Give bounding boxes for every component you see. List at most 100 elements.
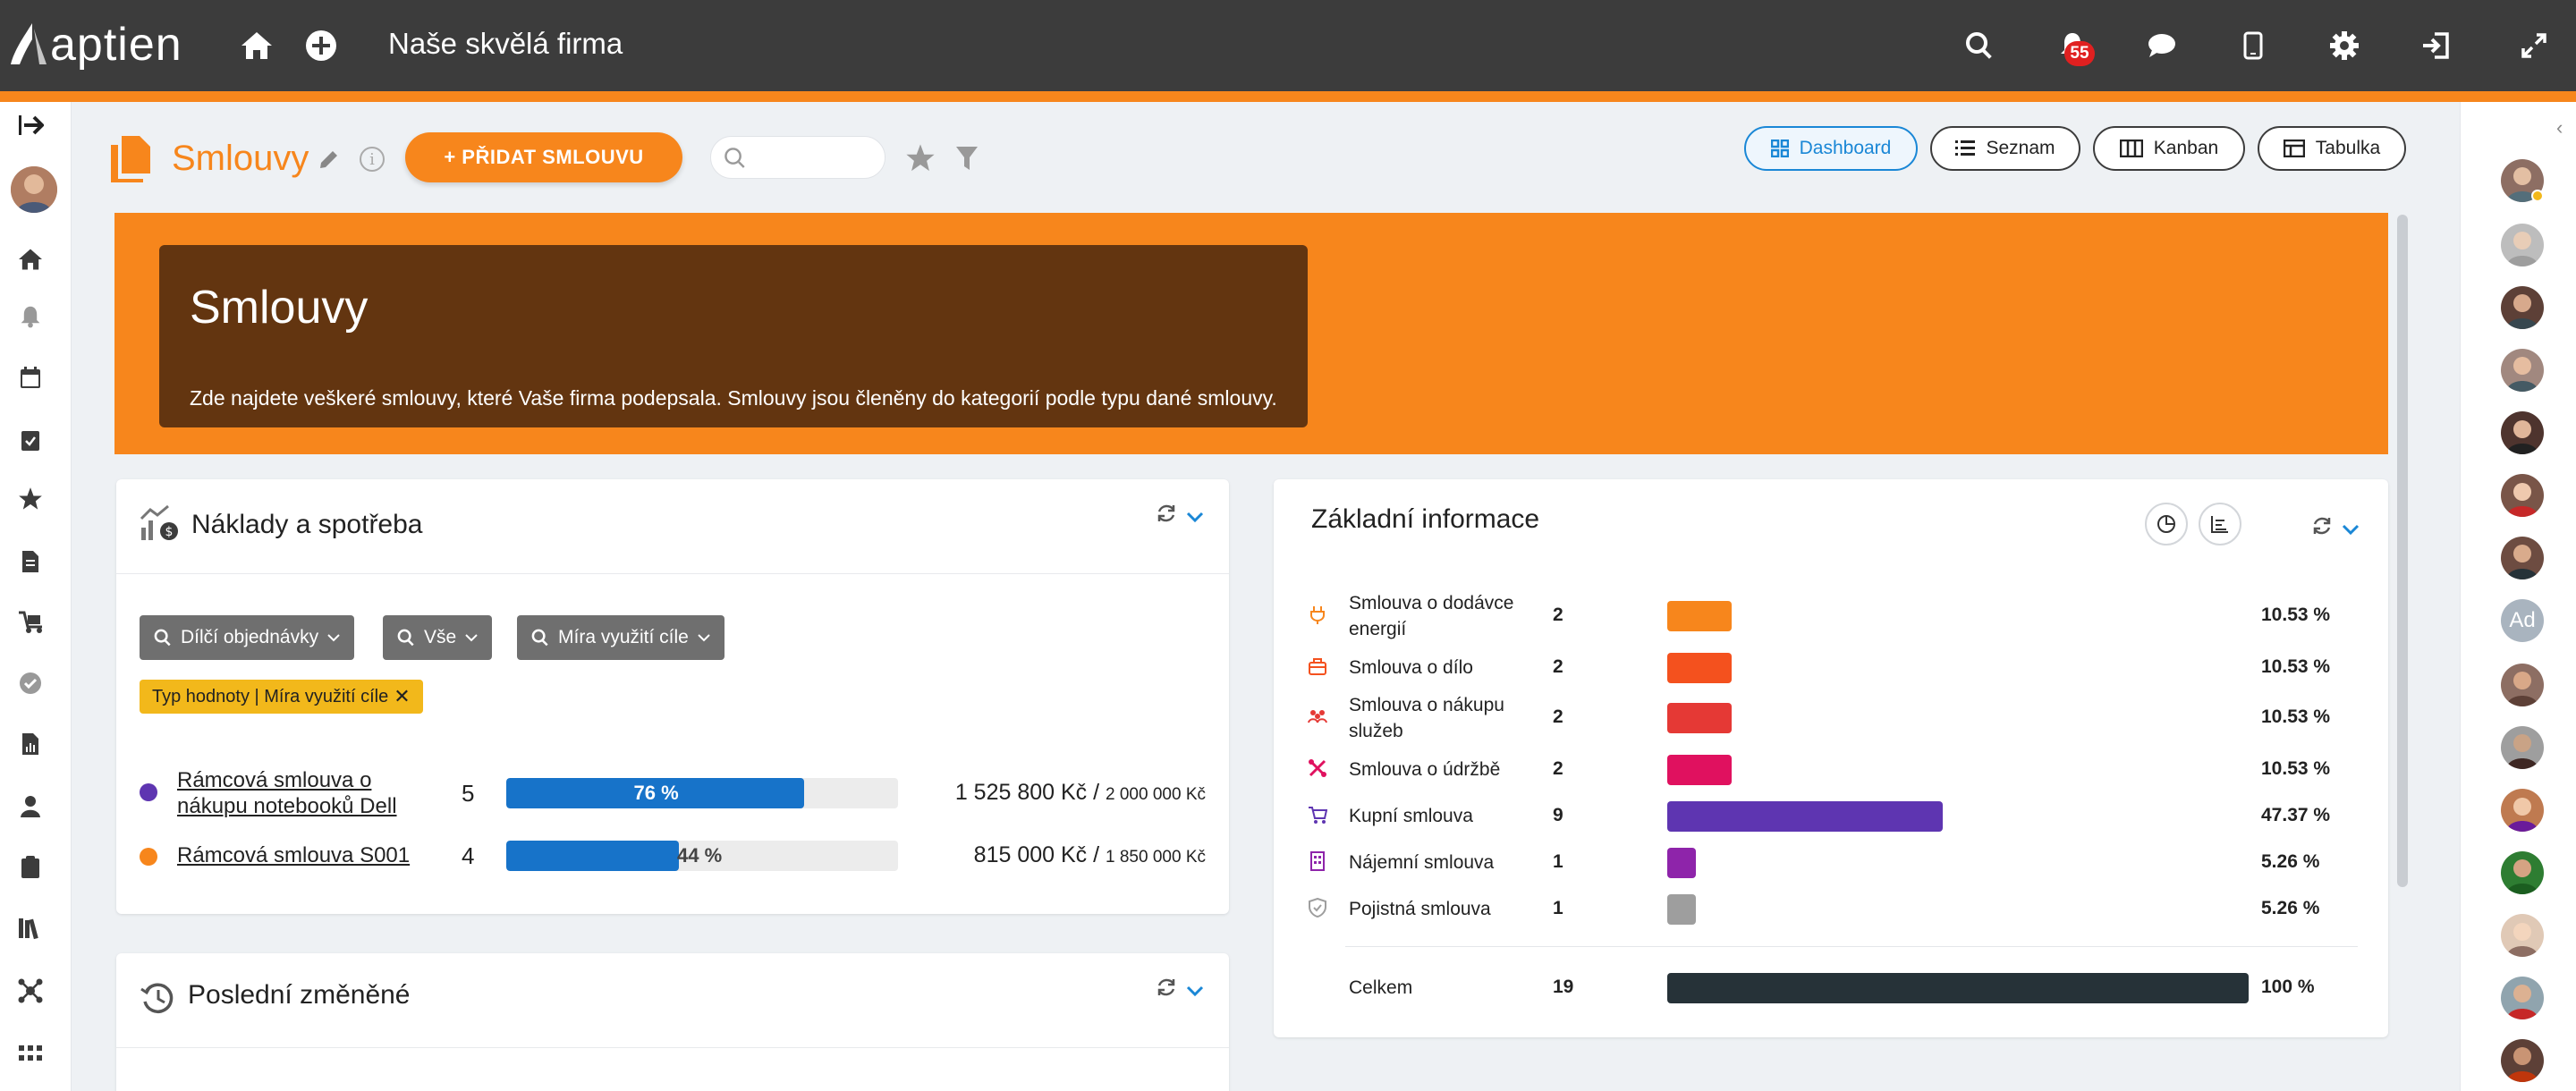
refresh-icon[interactable] — [1156, 503, 1177, 524]
category-percent: 5.26 % — [2261, 851, 2320, 872]
total-percent: 100 % — [2261, 977, 2315, 997]
chevron-down-icon[interactable] — [2340, 519, 2361, 540]
home-icon[interactable] — [236, 25, 277, 66]
category-percent: 10.53 % — [2261, 656, 2331, 677]
colleague-avatar[interactable] — [2501, 224, 2544, 266]
colleague-avatar[interactable] — [2501, 411, 2544, 454]
shield-icon — [1309, 898, 1326, 918]
library-nav-icon[interactable] — [14, 912, 47, 944]
category-percent: 10.53 % — [2261, 706, 2331, 727]
fullscreen-icon[interactable] — [2513, 25, 2555, 66]
category-count: 2 — [1553, 656, 1563, 677]
user-avatar[interactable] — [11, 166, 57, 213]
colleague-avatar[interactable] — [2501, 286, 2544, 329]
document-nav-icon[interactable] — [14, 546, 47, 578]
chevron-down-icon[interactable] — [1184, 506, 1206, 528]
filter-label: Míra využití cíle — [558, 627, 689, 647]
filter-label: Dílčí objednávky — [181, 627, 319, 647]
colleague-avatar[interactable] — [2501, 977, 2544, 1019]
gear-icon[interactable] — [2324, 25, 2365, 66]
colleague-avatar[interactable] — [2501, 789, 2544, 832]
add-circle-icon[interactable] — [301, 25, 342, 66]
check-circle-nav-icon[interactable] — [14, 667, 47, 699]
pie-chart-view-button[interactable] — [2145, 503, 2188, 546]
expand-sidebar-icon[interactable] — [14, 109, 47, 141]
view-kanban-label: Kanban — [2153, 138, 2219, 158]
info-icon[interactable]: i — [360, 147, 385, 172]
total-count: 19 — [1553, 977, 1574, 997]
colleague-avatar[interactable] — [2501, 664, 2544, 706]
order-progress-label: 76 % — [633, 782, 679, 804]
filter-all-button[interactable]: Vše — [383, 615, 493, 660]
report-nav-icon[interactable] — [14, 728, 47, 760]
view-kanban-button[interactable]: Kanban — [2093, 126, 2245, 171]
colleague-avatar[interactable] — [2501, 914, 2544, 957]
category-bar — [1667, 601, 1732, 631]
user-nav-icon[interactable] — [14, 791, 47, 823]
filter-icon[interactable] — [955, 145, 979, 176]
recent-widget: Poslední změněné — [116, 953, 1229, 1091]
colleague-avatar[interactable] — [2501, 1039, 2544, 1082]
chat-icon[interactable] — [2141, 25, 2182, 66]
people-icon — [1308, 710, 1327, 723]
colleague-avatar[interactable] — [2501, 851, 2544, 894]
order-progress-fill — [506, 841, 679, 871]
contracts-page-icon — [109, 134, 152, 184]
series-dot — [140, 783, 157, 801]
view-dashboard-button[interactable]: Dashboard — [1744, 126, 1918, 171]
search-input[interactable] — [758, 144, 874, 171]
search-field[interactable] — [710, 136, 886, 179]
order-link[interactable]: Rámcová smlouva o nákupu notebooků Dell — [177, 768, 397, 818]
company-name[interactable]: Naše skvělá firma — [388, 27, 623, 60]
clipboard-nav-icon[interactable] — [14, 851, 47, 884]
view-table-button[interactable]: Tabulka — [2258, 126, 2406, 171]
logo-mark-icon — [11, 23, 47, 64]
home-nav-icon[interactable] — [14, 243, 47, 275]
bell-nav-icon[interactable] — [14, 300, 47, 333]
collapse-right-icon[interactable]: ‹ — [2556, 116, 2563, 139]
filter-goal-rate-button[interactable]: Míra využití cíle — [517, 615, 724, 660]
bar-chart-view-button[interactable] — [2199, 503, 2241, 546]
mobile-icon[interactable] — [2233, 25, 2274, 66]
order-link[interactable]: Rámcová smlouva S001 — [177, 843, 411, 867]
active-filter-chip[interactable]: Typ hodnoty | Míra využití cíle ✕ — [140, 680, 423, 714]
initials-avatar[interactable]: Ad — [2501, 599, 2544, 642]
colleague-avatar[interactable] — [2501, 537, 2544, 579]
dolly-nav-icon[interactable] — [14, 606, 47, 639]
close-icon[interactable]: ✕ — [394, 685, 411, 707]
refresh-icon[interactable] — [2311, 515, 2333, 537]
star-nav-icon[interactable] — [14, 483, 47, 515]
colleague-avatar[interactable] — [2501, 726, 2544, 769]
network-nav-icon[interactable] — [14, 975, 47, 1007]
search-icon[interactable] — [1959, 25, 2000, 66]
filter-subcontracts-button[interactable]: Dílčí objednávky — [140, 615, 355, 660]
clipboard-check-nav-icon[interactable] — [14, 424, 47, 456]
refresh-icon[interactable] — [1156, 977, 1177, 998]
colleague-avatar[interactable] — [2501, 474, 2544, 517]
view-list-label: Seznam — [1986, 138, 2055, 158]
search-icon — [531, 629, 548, 647]
view-list-button[interactable]: Seznam — [1930, 126, 2080, 171]
colleague-avatar[interactable] — [2501, 349, 2544, 392]
search-icon — [724, 148, 745, 168]
top-bar-accent — [0, 91, 2576, 102]
pencil-icon[interactable] — [317, 148, 340, 172]
star-favorite-icon[interactable] — [905, 143, 936, 178]
chevron-down-icon[interactable] — [1184, 980, 1206, 1002]
recent-widget-title: Poslední změněné — [188, 980, 411, 1010]
sign-out-icon[interactable] — [2415, 25, 2456, 66]
chevron-down-icon — [698, 634, 710, 642]
chevron-down-icon — [465, 634, 478, 642]
category-label: Smlouva o dílo — [1349, 657, 1473, 678]
order-amount: 815 000 Kč / 1 850 000 Kč — [974, 842, 1206, 868]
calendar-nav-icon[interactable] — [14, 361, 47, 393]
aptien-logo[interactable]: aptien — [7, 19, 182, 71]
category-count: 2 — [1553, 706, 1563, 727]
banner-text: Zde najdete veškeré smlouvy, které Vaše … — [190, 386, 1277, 410]
apps-grid-nav-icon[interactable] — [14, 1037, 47, 1070]
category-count: 2 — [1553, 758, 1563, 779]
content-scrollbar[interactable] — [2397, 215, 2408, 887]
page-title: Smlouvy — [172, 139, 309, 178]
banner-box: Smlouvy Zde najdete veškeré smlouvy, kte… — [159, 245, 1308, 427]
add-contract-button[interactable]: + PŘIDAT SMLOUVU — [405, 132, 682, 182]
